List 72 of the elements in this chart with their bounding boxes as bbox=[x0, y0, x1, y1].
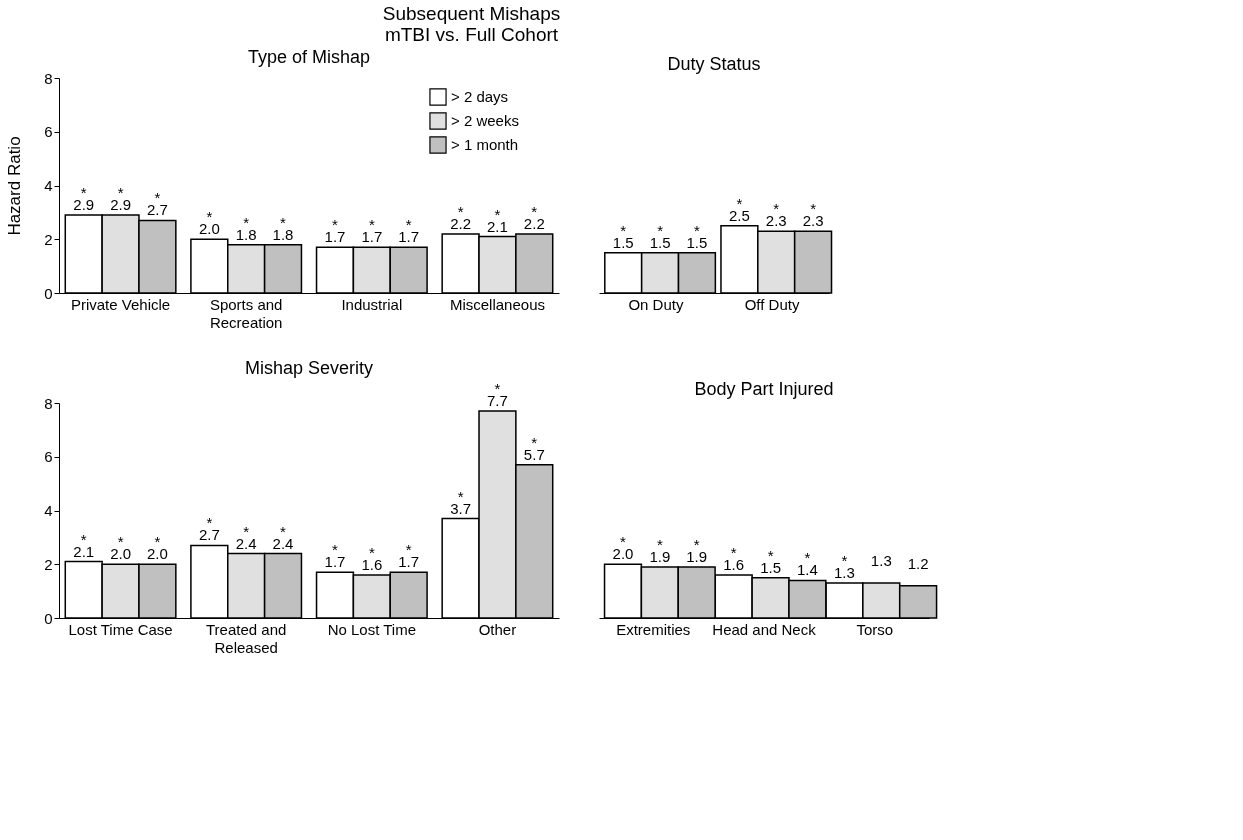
data-label: * 1.8 bbox=[272, 213, 294, 243]
data-label: * 2.5 bbox=[728, 194, 750, 224]
data-label: * 1.7 bbox=[398, 216, 420, 246]
data-label: * 2.0 bbox=[146, 533, 168, 563]
x-tick-label: Miscellaneous bbox=[449, 295, 545, 313]
text: mTBI vs. Full Cohort bbox=[384, 24, 559, 45]
x-tick-label: No Lost Time bbox=[327, 620, 416, 638]
legend-label: > 2 weeks bbox=[451, 112, 519, 129]
data-label: * 2.1 bbox=[73, 530, 95, 560]
x-tick-label: Head and Neck bbox=[712, 620, 817, 638]
data-label: * 2.3 bbox=[765, 200, 787, 230]
data-label: * 1.6 bbox=[723, 544, 745, 573]
data-label: * 1.7 bbox=[398, 541, 420, 571]
data-label: * 1.7 bbox=[361, 216, 383, 246]
data-label: * 2.2 bbox=[450, 202, 472, 232]
x-tick-label: Torso bbox=[856, 620, 894, 638]
x-tick-label: On Duty bbox=[628, 295, 684, 313]
y-tick-label: 4 bbox=[44, 177, 53, 194]
y-tick-label: 8 bbox=[44, 69, 53, 87]
data-label: * 1.5 bbox=[686, 221, 708, 251]
chart-title: Duty Status bbox=[667, 54, 761, 74]
data-label: 1.2 bbox=[907, 554, 929, 572]
data-label: * 1.9 bbox=[686, 535, 708, 565]
data-label: * 1.5 bbox=[649, 221, 671, 251]
y-axis-title: Hazard Ratio bbox=[5, 136, 25, 236]
data-label: * 1.7 bbox=[324, 216, 346, 246]
y-tick-label: 4 bbox=[44, 502, 53, 519]
data-label: * 2.4 bbox=[272, 522, 294, 552]
y-tick-label: 0 bbox=[44, 609, 53, 627]
data-label: * 2.1 bbox=[487, 205, 508, 235]
data-label: * 2.0 bbox=[198, 208, 220, 238]
data-label: * 7.7 bbox=[487, 380, 508, 410]
data-label: * 2.9 bbox=[73, 184, 95, 214]
x-tick-label: Extremities bbox=[616, 620, 691, 638]
data-label: * 2.7 bbox=[198, 514, 220, 544]
text: Subsequent Mishaps bbox=[382, 3, 561, 24]
data-label: * 2.9 bbox=[110, 184, 131, 214]
data-label: * 2.0 bbox=[110, 533, 131, 563]
chart-title: Mishap Severity bbox=[244, 358, 374, 379]
x-tick-label: Lost Time Case bbox=[68, 620, 173, 638]
data-label: * 3.7 bbox=[450, 487, 472, 517]
data-label: * 2.0 bbox=[612, 533, 634, 563]
data-label: * 1.7 bbox=[324, 541, 346, 571]
y-tick-label: 6 bbox=[44, 123, 53, 141]
data-label: * 2.4 bbox=[235, 522, 257, 552]
legend-label: > 1 month bbox=[451, 136, 519, 153]
x-tick-label: Other bbox=[478, 620, 517, 638]
data-label: * 1.5 bbox=[612, 221, 634, 251]
data-label: * 1.5 bbox=[760, 546, 781, 576]
y-tick-label: 2 bbox=[44, 555, 53, 573]
y-tick-label: 6 bbox=[44, 448, 53, 466]
x-tick-label: Private Vehicle bbox=[70, 295, 171, 313]
data-label: * 1.4 bbox=[796, 549, 818, 579]
data-label: * 2.7 bbox=[146, 189, 168, 219]
y-tick-label: 0 bbox=[44, 284, 53, 302]
x-tick-label: Treated and Released bbox=[206, 620, 287, 656]
x-tick-label: Industrial bbox=[341, 295, 403, 313]
chart-title: Type of Mishap bbox=[247, 47, 371, 67]
data-label: * 1.8 bbox=[235, 213, 257, 243]
data-label: * 2.2 bbox=[523, 202, 545, 232]
data-label: * 2.3 bbox=[802, 200, 824, 230]
data-label: * 1.6 bbox=[361, 544, 383, 573]
data-label: * 1.9 bbox=[649, 535, 671, 565]
data-label: 1.3 bbox=[870, 552, 892, 570]
data-label: * 1.3 bbox=[834, 552, 855, 582]
data-label: * 5.7 bbox=[523, 433, 545, 463]
x-tick-label: Sports and Recreation bbox=[209, 295, 283, 331]
y-tick-label: 8 bbox=[44, 394, 53, 412]
chart-title: Body Part Injured bbox=[694, 379, 834, 399]
y-tick-label: 2 bbox=[44, 230, 53, 248]
legend-label: > 2 days bbox=[451, 88, 509, 105]
x-tick-label: Off Duty bbox=[744, 295, 800, 313]
